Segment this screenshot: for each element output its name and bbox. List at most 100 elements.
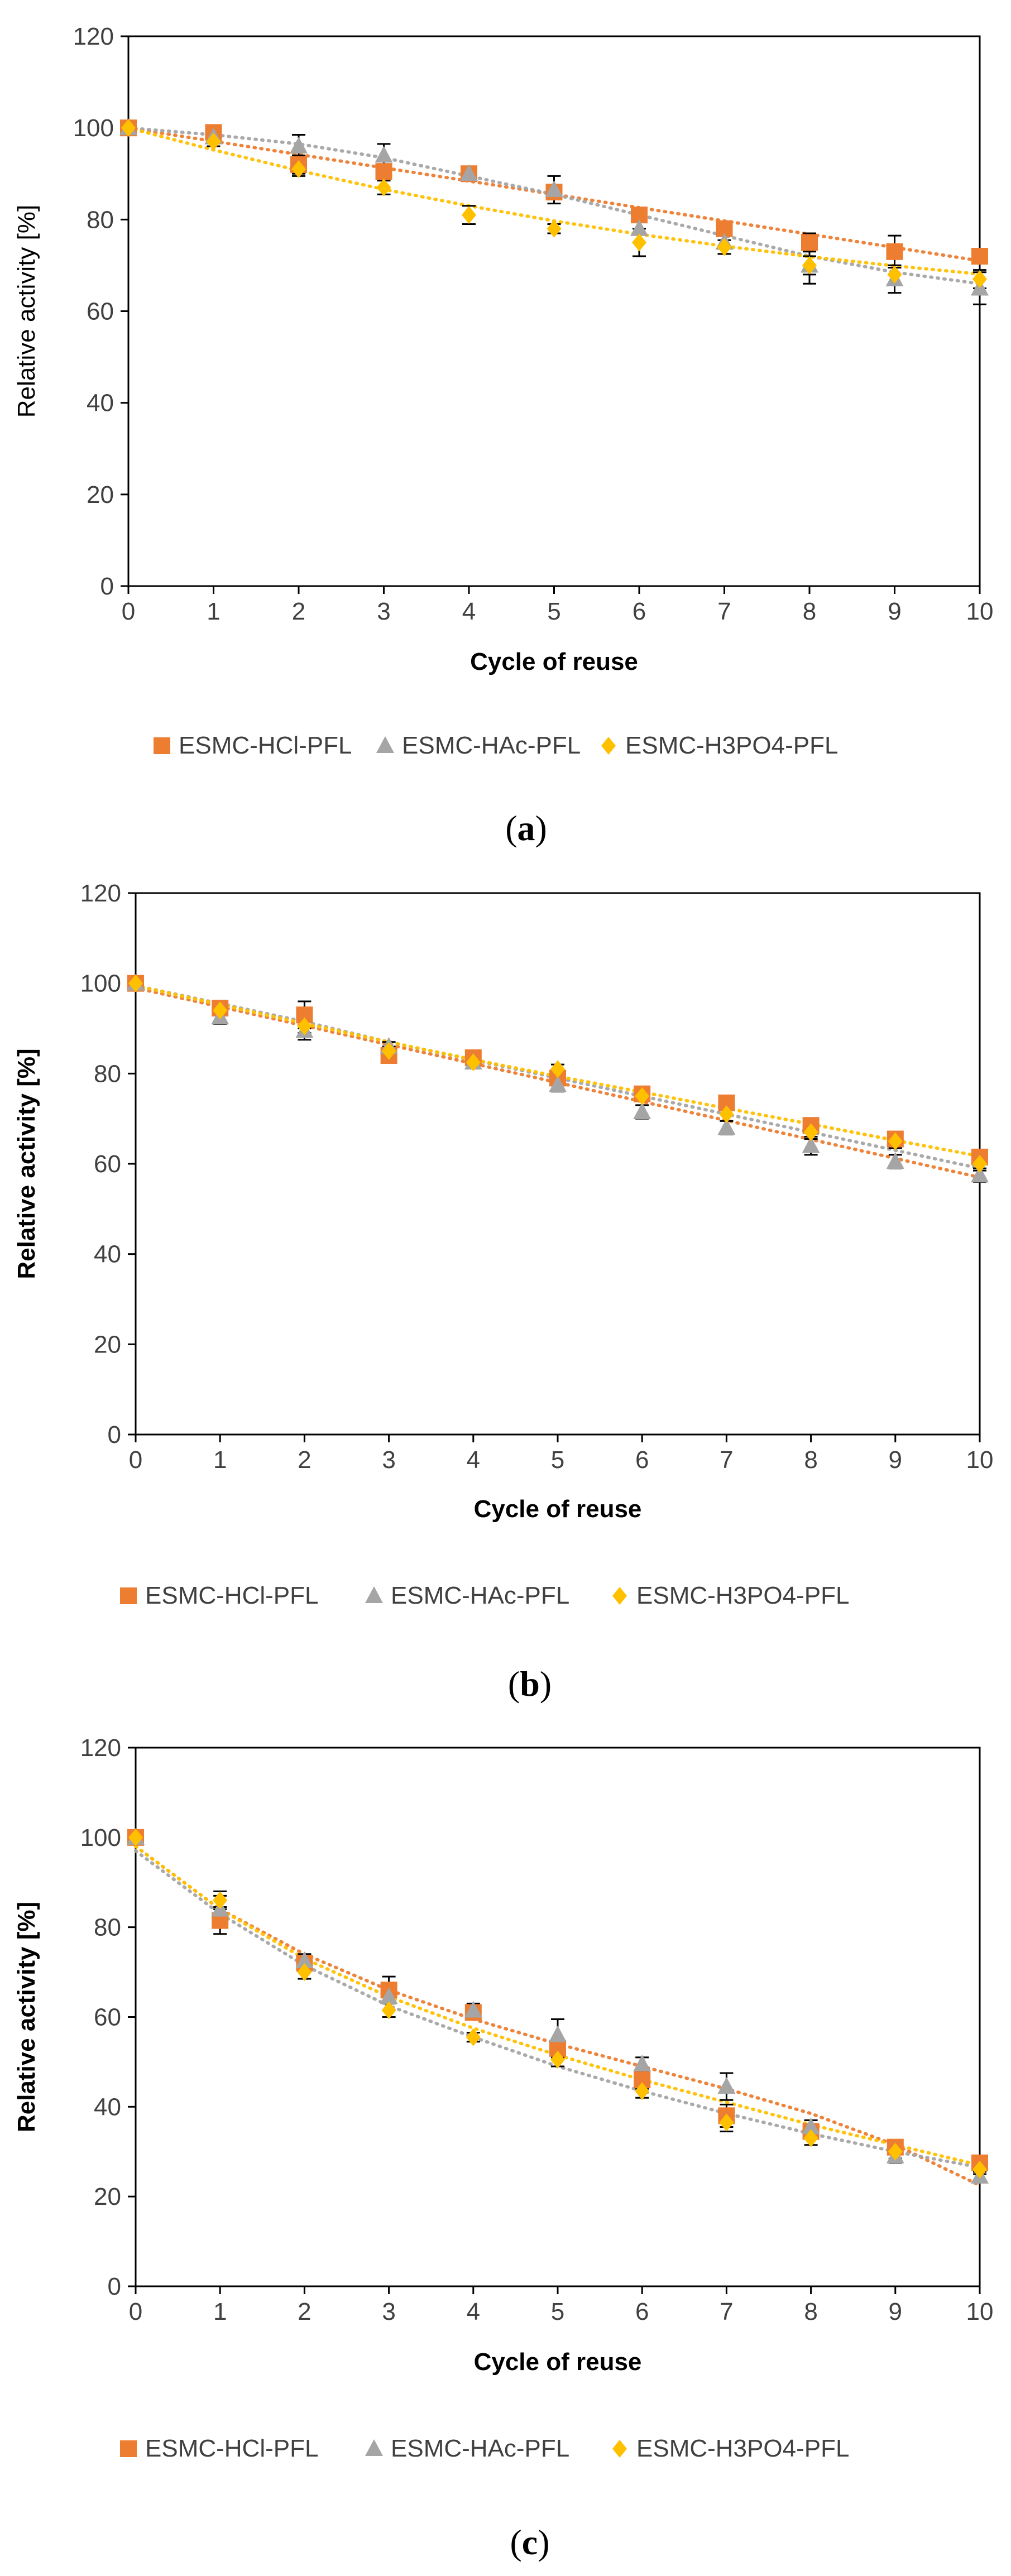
- panel-caption: (b): [508, 1664, 552, 1704]
- legend-label: ESMC-H3PO4-PFL: [636, 2435, 849, 2462]
- chart-a: 0 20 40 60 80 100 120 0 1 2 3 4 5 6 7 8 9 10 Cycle of reus…: [13, 23, 994, 848]
- data-point-esmc-h3po4-pfl: [802, 256, 817, 275]
- data-point-esmc-h3po4-pfl: [635, 1087, 650, 1105]
- x-tick-label: 1: [213, 1446, 227, 1474]
- data-point-esmc-h3po4-pfl: [888, 2142, 903, 2161]
- legend-marker: [365, 2439, 383, 2456]
- y-tick-label: 120: [73, 23, 114, 50]
- y-tick-label: 100: [80, 1824, 121, 1851]
- y-tick-label: 120: [80, 880, 121, 907]
- series-esmc-h3po4-pfl: [128, 1828, 987, 2179]
- x-tick-label: 7: [720, 2298, 733, 2325]
- x-tick-label: 5: [547, 598, 560, 625]
- data-point-esmc-hcl-pfl: [971, 248, 988, 265]
- legend-entry-esmc-hcl-pfl: ESMC-HCl-PFL: [120, 2435, 318, 2462]
- panel-caption: (a): [505, 808, 547, 848]
- x-tick-label: 5: [551, 2298, 564, 2325]
- panel-b: 0 20 40 60 80 100 120 0 1 2 3 4 5 6 7 8 9 10 Cycle of reus…: [0, 858, 1011, 1717]
- data-point-esmc-hac-pfl: [802, 2117, 820, 2134]
- data-point-esmc-h3po4-pfl: [719, 1105, 734, 1124]
- x-tick-label: 1: [207, 598, 220, 625]
- data-point-esmc-h3po4-pfl: [297, 1017, 312, 1035]
- data-point-esmc-hac-pfl: [630, 219, 648, 236]
- data-point-esmc-h3po4-pfl: [887, 265, 902, 284]
- data-point-esmc-hac-pfl: [549, 1075, 567, 1092]
- x-tick-label: 7: [717, 598, 731, 625]
- x-tick-label: 8: [803, 598, 816, 625]
- legend-label: ESMC-HCl-PFL: [179, 732, 352, 759]
- x-tick-label: 0: [129, 1446, 142, 1474]
- y-tick-label: 60: [94, 2004, 121, 2031]
- y-tick-label: 40: [94, 1241, 121, 1268]
- x-tick-label: 10: [966, 598, 994, 625]
- data-point-esmc-hac-pfl: [802, 1136, 820, 1153]
- x-tick-label: 0: [129, 2298, 142, 2325]
- x-tick-label: 4: [467, 2298, 480, 2325]
- x-tick-label: 0: [122, 598, 135, 625]
- data-point-esmc-h3po4-pfl: [888, 1132, 903, 1150]
- x-tick-label: 7: [720, 1446, 733, 1474]
- data-point-esmc-h3po4-pfl: [291, 160, 306, 179]
- data-point-esmc-hac-pfl: [290, 137, 308, 153]
- y-tick-label: 0: [100, 573, 114, 600]
- error-bars-esmc-hcl-pfl: [213, 1000, 986, 1163]
- data-point-esmc-hac-pfl: [717, 2077, 736, 2094]
- legend-label: ESMC-HAc-PFL: [402, 732, 581, 759]
- legend-marker: [601, 737, 616, 755]
- y-tick-label: 80: [87, 206, 114, 233]
- x-tick-label: 6: [635, 2298, 649, 2325]
- data-point-esmc-h3po4-pfl: [462, 206, 476, 224]
- x-tick-label: 3: [382, 2298, 395, 2325]
- y-axis-title: Relative activity [%]: [13, 1048, 40, 1279]
- x-tick-label: 9: [889, 1446, 902, 1474]
- data-point-esmc-h3po4-pfl: [213, 1001, 228, 1020]
- y-axis-title: Relative activity [%]: [13, 205, 40, 418]
- data-point-esmc-h3po4-pfl: [121, 119, 136, 137]
- y-tick-label: 60: [87, 298, 114, 325]
- series-esmc-hac-pfl: [119, 118, 989, 296]
- y-tick-label: 120: [80, 1734, 121, 1762]
- data-point-esmc-hac-pfl: [633, 1102, 651, 1120]
- x-tick-label: 2: [292, 598, 305, 625]
- data-point-esmc-h3po4-pfl: [381, 1042, 396, 1060]
- y-tick-label: 20: [87, 481, 114, 509]
- x-tick-label: 2: [298, 1446, 311, 1474]
- y-tick-label: 60: [94, 1150, 121, 1178]
- x-axis-title: Cycle of reuse: [474, 2348, 642, 2376]
- data-point-esmc-h3po4-pfl: [972, 1155, 987, 1173]
- data-point-esmc-h3po4-pfl: [128, 974, 143, 992]
- y-tick-label: 40: [94, 2093, 121, 2121]
- data-point-esmc-h3po4-pfl: [635, 2082, 650, 2100]
- data-point-esmc-h3po4-pfl: [803, 2129, 818, 2147]
- legend-marker: [120, 1587, 137, 1604]
- trendline-esmc-h3po4-pfl: [134, 984, 981, 1158]
- legend-entry-esmc-hcl-pfl: ESMC-HCl-PFL: [154, 732, 352, 759]
- legend-marker: [612, 1587, 627, 1605]
- data-point-esmc-hac-pfl: [549, 2025, 567, 2042]
- legend-label: ESMC-H3PO4-PFL: [636, 1582, 849, 1609]
- legend-marker: [376, 736, 394, 753]
- series-esmc-hac-pfl: [127, 973, 989, 1183]
- data-point-esmc-h3po4-pfl: [550, 2050, 565, 2069]
- series-esmc-hcl-pfl: [127, 1829, 988, 2171]
- data-point-esmc-hac-pfl: [460, 164, 478, 181]
- x-tick-label: 3: [382, 1446, 395, 1474]
- chart-b: 0 20 40 60 80 100 120 0 1 2 3 4 5 6 7 8 9 10 Cycle of reus…: [13, 880, 993, 1704]
- data-point-esmc-h3po4-pfl: [213, 1891, 228, 1910]
- data-point-esmc-h3po4-pfl: [632, 233, 646, 252]
- x-tick-label: 4: [462, 598, 476, 625]
- y-tick-label: 80: [94, 1060, 121, 1087]
- legend-marker: [612, 2440, 627, 2458]
- data-point-esmc-h3po4-pfl: [972, 270, 987, 289]
- y-tick-label: 40: [87, 390, 114, 417]
- x-tick-label: 1: [213, 2298, 227, 2325]
- legend-entry-esmc-h3po4-pfl: ESMC-H3PO4-PFL: [612, 1582, 849, 1609]
- data-point-esmc-h3po4-pfl: [972, 2160, 987, 2179]
- x-axis-title: Cycle of reuse: [474, 1495, 642, 1523]
- trendline-esmc-hcl-pfl: [134, 1844, 981, 2188]
- trendline-esmc-hac-pfl: [134, 1849, 981, 2169]
- error-bars-esmc-hcl-pfl: [213, 1906, 986, 2169]
- data-point-esmc-hac-pfl: [886, 1152, 904, 1169]
- data-point-esmc-hac-pfl: [295, 1951, 314, 1968]
